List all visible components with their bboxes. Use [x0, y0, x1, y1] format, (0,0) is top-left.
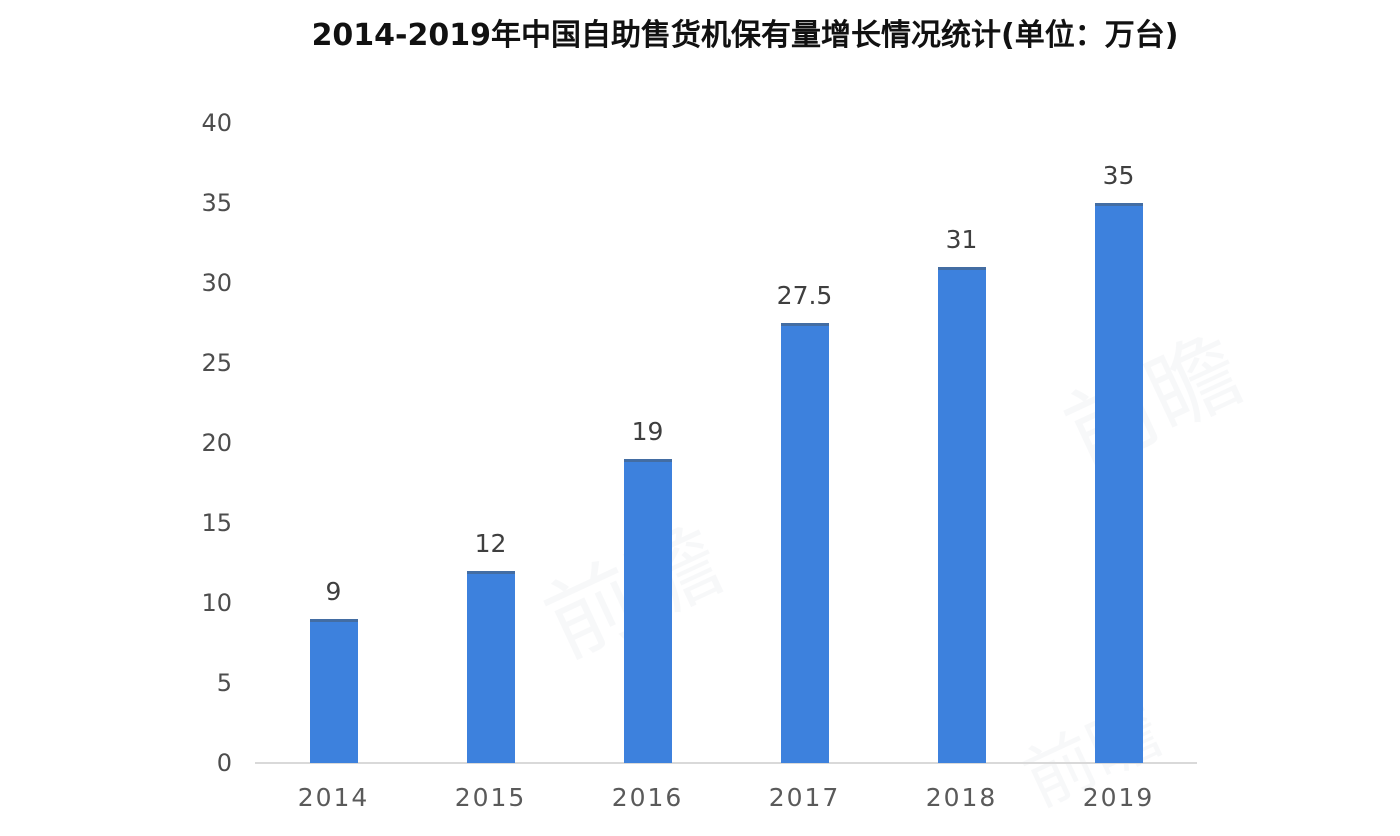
y-tick-label: 10: [201, 589, 232, 617]
x-tick-label: 2014: [297, 783, 370, 812]
bar-value-label: 12: [474, 529, 507, 558]
x-tick-label: 2017: [768, 783, 841, 812]
x-tick-label: 2019: [1082, 783, 1155, 812]
y-tick-label: 0: [216, 749, 232, 777]
bar-2017: [780, 323, 829, 763]
bar-2014: [309, 619, 358, 763]
y-tick-label: 40: [201, 109, 232, 137]
y-tick-label: 20: [201, 429, 232, 457]
bar-2019: [1094, 203, 1143, 763]
bar-value-label: 9: [325, 577, 342, 606]
x-tick-label: 2018: [925, 783, 998, 812]
bar-value-label: 27.5: [776, 281, 833, 310]
chart-title: 2014-2019年中国自助售货机保有量增长情况统计(单位：万台): [311, 18, 1179, 53]
bar-2018: [937, 267, 986, 763]
bar-2015: [466, 571, 515, 763]
bar-2016: [623, 459, 672, 763]
watermark: 前瞻: [1049, 317, 1258, 489]
x-tick-label: 2015: [454, 783, 527, 812]
bar-value-label: 19: [631, 417, 664, 446]
y-tick-label: 35: [201, 189, 232, 217]
y-tick-label: 15: [201, 509, 232, 537]
bar-value-label: 31: [945, 225, 978, 254]
x-axis-baseline: [255, 762, 1197, 764]
y-tick-label: 5: [216, 669, 232, 697]
x-tick-label: 2016: [611, 783, 684, 812]
y-tick-label: 25: [201, 349, 232, 377]
bar-value-label: 35: [1102, 161, 1135, 190]
y-tick-label: 30: [201, 269, 232, 297]
